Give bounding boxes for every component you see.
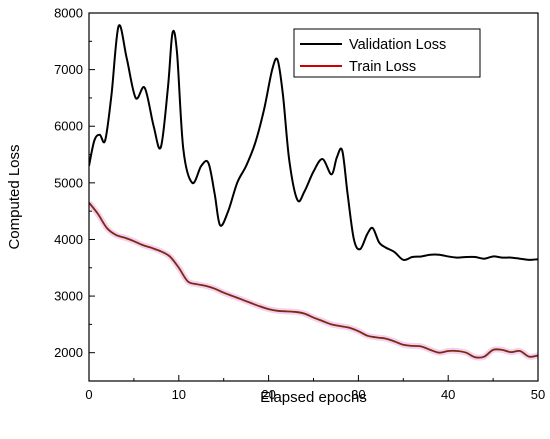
x-tick-label: 50 — [531, 387, 545, 402]
y-tick-label: 4000 — [54, 232, 83, 247]
x-axis-title: Elapsed epochs — [260, 389, 367, 406]
legend-box — [293, 28, 481, 78]
legend-label-train-loss: Train Loss — [349, 59, 416, 75]
x-tick-label: 10 — [172, 387, 186, 402]
y-axis-title: Computed Loss — [6, 144, 23, 249]
x-tick-label: 20 — [261, 387, 275, 402]
y-tick-label: 5000 — [54, 175, 83, 190]
y-tick-label: 7000 — [54, 62, 83, 77]
x-tick-label: 0 — [85, 387, 92, 402]
plot-area — [89, 24, 538, 361]
x-tick-label: 30 — [351, 387, 365, 402]
legend-label-validation-loss: Validation Loss — [349, 37, 446, 53]
x-tick-label: 40 — [441, 387, 455, 402]
series-line-train-loss — [89, 202, 538, 359]
y-tick-label: 2000 — [54, 345, 83, 360]
y-tick-label: 6000 — [54, 119, 83, 134]
legend: Validation Loss Train Loss — [293, 28, 481, 78]
y-tick-label: 3000 — [54, 289, 83, 304]
axes: 0 10 20 30 40 50 2000 3000 4000 5000 6000 7000 8000 — [54, 6, 545, 403]
series-line-validation-loss — [89, 24, 538, 261]
series-halo-train-loss — [89, 200, 538, 361]
y-tick-label: 8000 — [54, 6, 83, 21]
